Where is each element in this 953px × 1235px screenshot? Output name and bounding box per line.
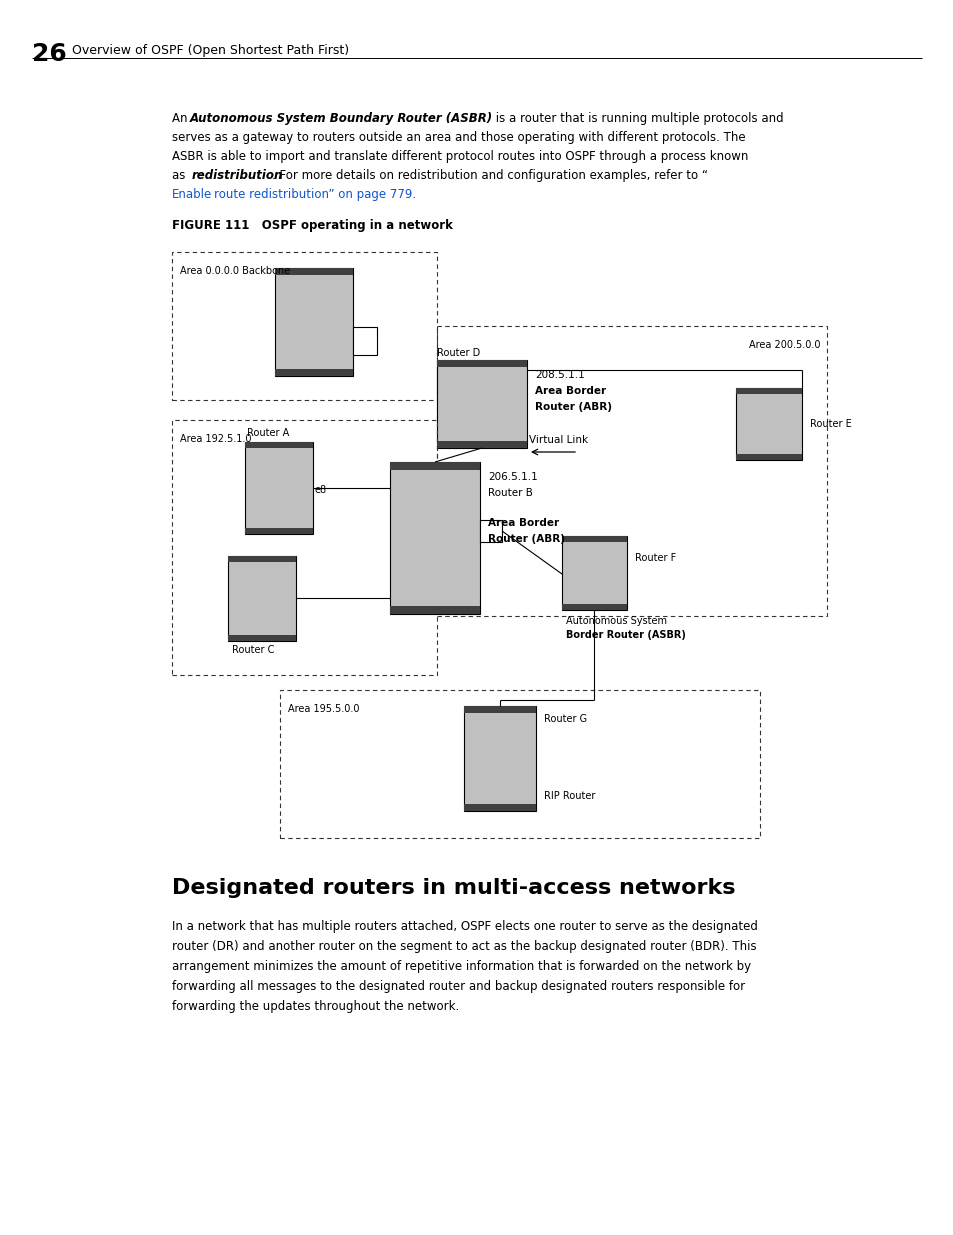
Bar bbox=[245, 442, 313, 448]
Text: e8: e8 bbox=[314, 485, 327, 495]
Bar bbox=[172, 252, 436, 400]
Text: Router D: Router D bbox=[436, 348, 479, 358]
Bar bbox=[228, 556, 295, 562]
Text: Designated routers in multi-access networks: Designated routers in multi-access netwo… bbox=[172, 878, 735, 898]
Text: Router F: Router F bbox=[635, 553, 676, 563]
Text: serves as a gateway to routers outside an area and those operating with differen: serves as a gateway to routers outside a… bbox=[172, 131, 745, 144]
Bar bbox=[479, 520, 501, 542]
Text: route redistribution” on page 779.: route redistribution” on page 779. bbox=[213, 188, 416, 201]
Text: Border Router (ASBR): Border Router (ASBR) bbox=[565, 630, 685, 640]
Text: redistribution: redistribution bbox=[192, 169, 283, 182]
Text: Router B: Router B bbox=[488, 488, 533, 498]
Text: In a network that has multiple routers attached, OSPF elects one router to serve: In a network that has multiple routers a… bbox=[172, 920, 757, 932]
Bar bbox=[436, 326, 826, 616]
Text: router (DR) and another router on the segment to act as the backup designated ro: router (DR) and another router on the se… bbox=[172, 940, 756, 953]
Bar bbox=[274, 369, 353, 375]
Bar bbox=[228, 556, 295, 641]
Bar bbox=[735, 454, 801, 459]
Bar bbox=[463, 804, 536, 811]
Bar bbox=[228, 635, 295, 641]
Bar bbox=[274, 268, 353, 375]
Bar bbox=[561, 536, 626, 542]
Bar bbox=[390, 462, 479, 614]
Bar bbox=[463, 706, 536, 811]
Text: Area Border: Area Border bbox=[488, 517, 558, 529]
Text: Autonomous System: Autonomous System bbox=[565, 616, 666, 626]
Text: Area 200.5.0.0: Area 200.5.0.0 bbox=[748, 340, 820, 350]
Text: Router C: Router C bbox=[232, 645, 274, 655]
Text: FIGURE 111   OSPF operating in a network: FIGURE 111 OSPF operating in a network bbox=[172, 219, 453, 232]
Text: Overview of OSPF (Open Shortest Path First): Overview of OSPF (Open Shortest Path Fir… bbox=[71, 44, 349, 57]
Bar bbox=[561, 604, 626, 610]
Bar bbox=[245, 529, 313, 534]
Text: 26: 26 bbox=[32, 42, 67, 65]
Text: as: as bbox=[172, 169, 189, 182]
Text: forwarding the updates throughout the network.: forwarding the updates throughout the ne… bbox=[172, 1000, 458, 1013]
Text: Router A: Router A bbox=[247, 429, 289, 438]
Text: Area 0.0.0.0 Backbone: Area 0.0.0.0 Backbone bbox=[180, 266, 290, 275]
Text: forwarding all messages to the designated router and backup designated routers r: forwarding all messages to the designate… bbox=[172, 981, 744, 993]
Bar bbox=[353, 327, 376, 354]
Bar bbox=[436, 441, 526, 448]
Text: is a router that is running multiple protocols and: is a router that is running multiple pro… bbox=[492, 112, 782, 125]
Bar bbox=[735, 388, 801, 459]
Bar bbox=[436, 359, 526, 448]
Text: Router (ABR): Router (ABR) bbox=[488, 534, 564, 543]
Bar bbox=[390, 462, 479, 471]
Bar bbox=[390, 606, 479, 614]
Text: Area 195.5.0.0: Area 195.5.0.0 bbox=[288, 704, 359, 714]
Text: . For more details on redistribution and configuration examples, refer to “: . For more details on redistribution and… bbox=[272, 169, 707, 182]
Bar bbox=[735, 388, 801, 394]
Text: Virtual Link: Virtual Link bbox=[529, 435, 587, 445]
Text: Router (ABR): Router (ABR) bbox=[535, 403, 612, 412]
Text: Area Border: Area Border bbox=[535, 387, 605, 396]
Text: Router G: Router G bbox=[543, 714, 586, 724]
Bar bbox=[274, 268, 353, 275]
Text: ASBR is able to import and translate different protocol routes into OSPF through: ASBR is able to import and translate dif… bbox=[172, 149, 747, 163]
Bar bbox=[172, 420, 436, 676]
Bar bbox=[280, 690, 760, 839]
Bar bbox=[463, 706, 536, 713]
Text: 206.5.1.1: 206.5.1.1 bbox=[488, 472, 537, 482]
Bar bbox=[436, 359, 526, 367]
Text: An: An bbox=[172, 112, 191, 125]
Text: Autonomous System Boundary Router (ASBR): Autonomous System Boundary Router (ASBR) bbox=[190, 112, 493, 125]
Bar bbox=[561, 536, 626, 610]
Text: arrangement minimizes the amount of repetitive information that is forwarded on : arrangement minimizes the amount of repe… bbox=[172, 960, 750, 973]
Text: 208.5.1.1: 208.5.1.1 bbox=[535, 370, 584, 380]
Text: Enable: Enable bbox=[172, 188, 212, 201]
Text: RIP Router: RIP Router bbox=[543, 790, 595, 802]
Text: Router E: Router E bbox=[809, 419, 851, 429]
Text: Area 192.5.1.0: Area 192.5.1.0 bbox=[180, 433, 252, 445]
Bar bbox=[245, 442, 313, 534]
